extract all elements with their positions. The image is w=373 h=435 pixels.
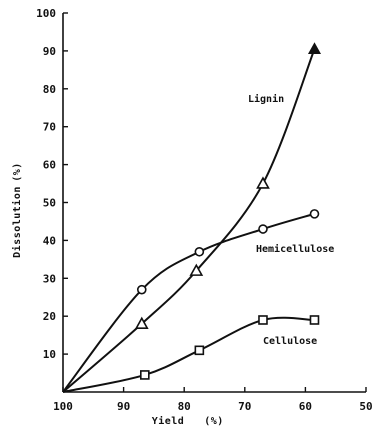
cellulose-point — [140, 370, 150, 380]
y-tick-label: 100 — [36, 7, 56, 20]
cellulose-point — [309, 315, 320, 325]
y-axis-unit: (%) — [12, 162, 23, 182]
y-tick-label: 90 — [43, 45, 56, 58]
cellulose-curve — [62, 316, 315, 393]
hemicellulose-point — [194, 246, 205, 257]
ticks: 10 20 30 40 50 60 70 80 90 100 100 90 80 70 60 50 — [36, 7, 373, 413]
y-tick-label: 70 — [43, 121, 56, 134]
series-markers — [134, 42, 322, 380]
cellulose-point — [258, 315, 268, 325]
y-tick-label: 30 — [43, 272, 56, 285]
cellulose-label: Cellulose — [263, 336, 317, 347]
x-tick-label: 80 — [178, 400, 191, 413]
y-tick-label: 10 — [43, 348, 56, 361]
x-axis-title: Yield — [152, 415, 185, 427]
hemicellulose-label: Hemicellulose — [256, 243, 334, 255]
x-tick-label: 50 — [359, 400, 372, 413]
x-tick-label: 90 — [117, 400, 130, 413]
y-tick-label: 20 — [43, 310, 56, 323]
hemicellulose-point — [258, 224, 268, 234]
hemicellulose-point — [309, 209, 320, 219]
hemicellulose-point — [136, 284, 147, 295]
axes — [62, 13, 366, 393]
lignin-label: Lignin — [248, 93, 284, 105]
x-tick-label: 100 — [53, 400, 73, 413]
lignin-point — [256, 176, 270, 189]
x-tick-label: 60 — [299, 400, 312, 413]
y-tick-label: 80 — [43, 83, 56, 96]
lignin-point — [134, 316, 149, 329]
x-axis-unit: (%) — [204, 416, 224, 427]
lignin-point — [189, 263, 204, 276]
lignin-point — [307, 42, 322, 55]
series-labels: Lignin Hemicellulose Cellulose — [248, 93, 334, 347]
lignin-curve — [62, 48, 316, 393]
y-tick-label: 50 — [43, 197, 56, 210]
hemicellulose-curve — [62, 212, 315, 393]
x-tick-label: 70 — [238, 400, 251, 413]
y-tick-label: 40 — [43, 234, 56, 247]
y-axis-title: Dissolution — [11, 186, 23, 258]
y-tick-label: 60 — [43, 159, 56, 172]
cellulose-point — [194, 345, 205, 356]
